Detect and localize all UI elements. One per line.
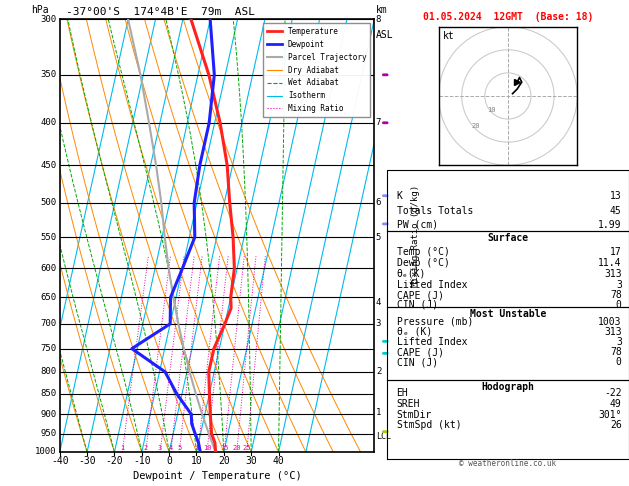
Text: Lifted Index: Lifted Index bbox=[396, 337, 467, 347]
Text: 11.4: 11.4 bbox=[598, 259, 621, 268]
Text: StmDir: StmDir bbox=[396, 410, 431, 419]
Text: 500: 500 bbox=[40, 198, 57, 208]
Text: 01.05.2024  12GMT  (Base: 18): 01.05.2024 12GMT (Base: 18) bbox=[423, 12, 593, 22]
Text: 20: 20 bbox=[218, 456, 230, 466]
Text: 5: 5 bbox=[376, 233, 381, 242]
Text: 49: 49 bbox=[610, 399, 621, 409]
Text: 20: 20 bbox=[471, 123, 480, 129]
Text: 650: 650 bbox=[40, 293, 57, 302]
Text: 30: 30 bbox=[245, 456, 257, 466]
Text: 26: 26 bbox=[610, 420, 621, 430]
Text: CAPE (J): CAPE (J) bbox=[396, 347, 443, 357]
Text: PW (cm): PW (cm) bbox=[396, 220, 438, 230]
Text: 1.99: 1.99 bbox=[598, 220, 621, 230]
Text: -40: -40 bbox=[51, 456, 69, 466]
Text: StmSpd (kt): StmSpd (kt) bbox=[396, 420, 461, 430]
Text: 0: 0 bbox=[616, 357, 621, 367]
Text: Most Unstable: Most Unstable bbox=[470, 310, 546, 319]
Text: 750: 750 bbox=[40, 344, 57, 353]
Text: 400: 400 bbox=[40, 118, 57, 127]
Text: 550: 550 bbox=[40, 233, 57, 242]
Text: 301°: 301° bbox=[598, 410, 621, 419]
Text: CIN (J): CIN (J) bbox=[396, 357, 438, 367]
Text: -10: -10 bbox=[133, 456, 150, 466]
Text: 7: 7 bbox=[376, 118, 381, 127]
Text: EH: EH bbox=[396, 388, 408, 399]
Text: 6: 6 bbox=[376, 198, 381, 208]
Text: 0: 0 bbox=[166, 456, 172, 466]
Text: 850: 850 bbox=[40, 389, 57, 398]
Text: 15: 15 bbox=[220, 445, 228, 451]
Text: Lifted Index: Lifted Index bbox=[396, 279, 467, 290]
Text: 0: 0 bbox=[616, 300, 621, 310]
Text: 800: 800 bbox=[40, 367, 57, 376]
Text: 313: 313 bbox=[604, 327, 621, 337]
Text: θₑ(K): θₑ(K) bbox=[396, 269, 426, 279]
Text: 4: 4 bbox=[376, 298, 381, 307]
Text: 1000: 1000 bbox=[35, 448, 57, 456]
Text: Pressure (mb): Pressure (mb) bbox=[396, 317, 473, 327]
Text: 950: 950 bbox=[40, 429, 57, 438]
Text: 4: 4 bbox=[169, 445, 173, 451]
Text: -30: -30 bbox=[78, 456, 96, 466]
Text: 313: 313 bbox=[604, 269, 621, 279]
Text: K: K bbox=[396, 191, 403, 201]
Text: 45: 45 bbox=[610, 206, 621, 216]
Text: Totals Totals: Totals Totals bbox=[396, 206, 473, 216]
Text: CAPE (J): CAPE (J) bbox=[396, 290, 443, 300]
Text: 700: 700 bbox=[40, 319, 57, 329]
Text: CIN (J): CIN (J) bbox=[396, 300, 438, 310]
Text: 3: 3 bbox=[158, 445, 162, 451]
Text: 1003: 1003 bbox=[598, 317, 621, 327]
Text: hPa: hPa bbox=[31, 5, 49, 15]
Text: 17: 17 bbox=[610, 247, 621, 257]
Text: © weatheronline.co.uk: © weatheronline.co.uk bbox=[459, 459, 557, 468]
Text: 1: 1 bbox=[120, 445, 125, 451]
Text: 350: 350 bbox=[40, 70, 57, 79]
Text: 8: 8 bbox=[196, 445, 200, 451]
Text: 5: 5 bbox=[177, 445, 181, 451]
Text: 20: 20 bbox=[233, 445, 241, 451]
Text: 10: 10 bbox=[191, 456, 203, 466]
Text: Dewpoint / Temperature (°C): Dewpoint / Temperature (°C) bbox=[133, 471, 301, 482]
Text: SREH: SREH bbox=[396, 399, 420, 409]
Text: 8: 8 bbox=[376, 15, 381, 24]
Text: km: km bbox=[376, 5, 387, 15]
Text: 2: 2 bbox=[376, 367, 381, 376]
Text: 1: 1 bbox=[376, 408, 381, 417]
Text: ASL: ASL bbox=[376, 30, 394, 40]
Text: 10: 10 bbox=[487, 107, 496, 113]
Text: kt: kt bbox=[443, 31, 455, 41]
Text: 78: 78 bbox=[610, 290, 621, 300]
Text: Surface: Surface bbox=[487, 233, 528, 243]
Text: 13: 13 bbox=[610, 191, 621, 201]
Text: Temp (°C): Temp (°C) bbox=[396, 247, 449, 257]
Text: 3: 3 bbox=[616, 279, 621, 290]
Text: 78: 78 bbox=[610, 347, 621, 357]
Text: Mixing Ratio (g/kg): Mixing Ratio (g/kg) bbox=[411, 185, 420, 287]
Text: 3: 3 bbox=[376, 319, 381, 329]
Text: 25: 25 bbox=[243, 445, 251, 451]
Text: 3: 3 bbox=[616, 337, 621, 347]
Text: Hodograph: Hodograph bbox=[481, 382, 535, 392]
Legend: Temperature, Dewpoint, Parcel Trajectory, Dry Adiabat, Wet Adiabat, Isotherm, Mi: Temperature, Dewpoint, Parcel Trajectory… bbox=[263, 23, 370, 117]
Text: Dewp (°C): Dewp (°C) bbox=[396, 259, 449, 268]
Text: 2: 2 bbox=[143, 445, 148, 451]
Text: 600: 600 bbox=[40, 264, 57, 273]
Text: 450: 450 bbox=[40, 160, 57, 170]
Text: 40: 40 bbox=[272, 456, 284, 466]
Text: 900: 900 bbox=[40, 410, 57, 418]
Text: LCL: LCL bbox=[376, 432, 391, 441]
Text: 10: 10 bbox=[203, 445, 211, 451]
Text: θₑ (K): θₑ (K) bbox=[396, 327, 431, 337]
Text: 300: 300 bbox=[40, 15, 57, 24]
Text: -22: -22 bbox=[604, 388, 621, 399]
Text: -37°00'S  174°4B'E  79m  ASL: -37°00'S 174°4B'E 79m ASL bbox=[66, 7, 255, 17]
Text: -20: -20 bbox=[106, 456, 123, 466]
